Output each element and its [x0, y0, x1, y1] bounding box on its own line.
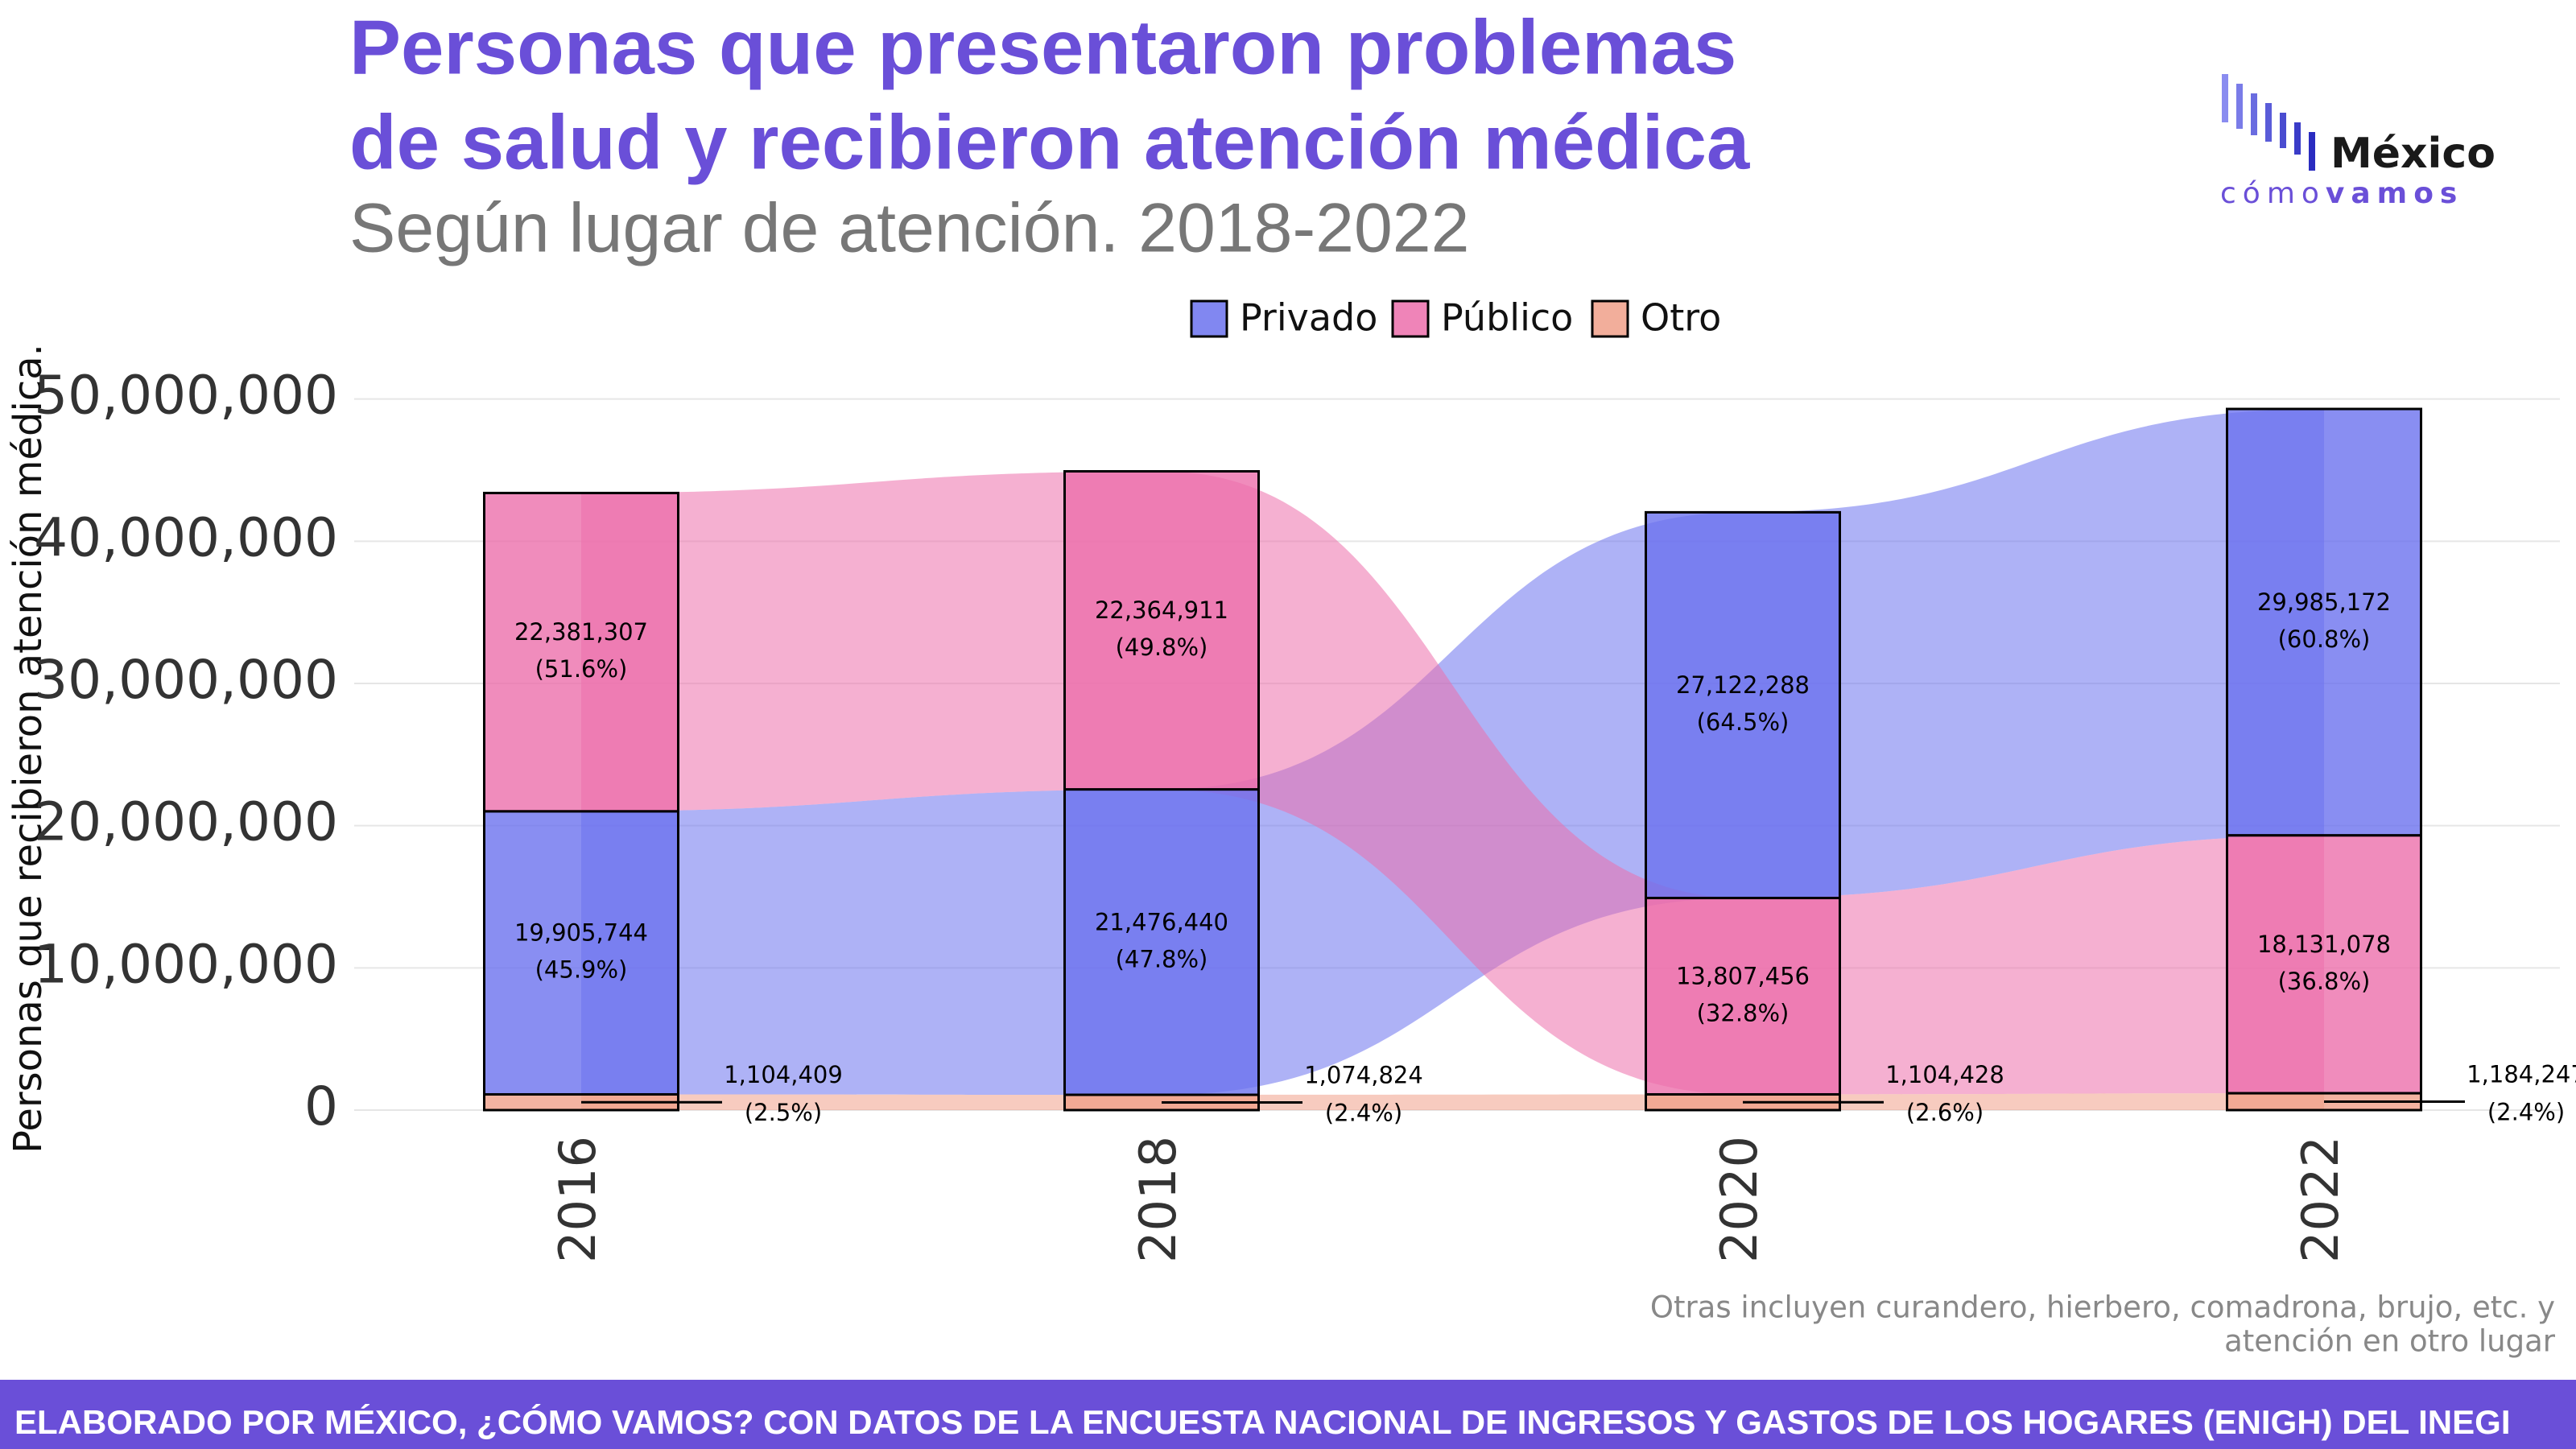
value-label: 1,104,428: [1885, 1061, 2004, 1088]
value-label: 1,074,824: [1304, 1062, 1423, 1089]
logo-stripe: [2294, 122, 2301, 155]
legend-swatch: [1591, 299, 1629, 338]
percent-label: (51.6%): [535, 655, 628, 683]
footer-band: [0, 1380, 2576, 1449]
value-label: 22,364,911: [1095, 597, 1228, 624]
percent-label: (36.8%): [2278, 968, 2371, 995]
y-tick-label: 0: [304, 1075, 338, 1137]
y-axis-label: Personas que recibieron atención médica.: [6, 344, 51, 1154]
flow: [581, 471, 1162, 811]
percent-label: (2.4%): [2487, 1099, 2565, 1126]
value-label: 29,985,172: [2257, 588, 2391, 616]
logo-stripe: [2251, 93, 2257, 135]
percent-label: (60.8%): [2278, 625, 2371, 653]
percent-label: (2.6%): [1906, 1099, 1984, 1126]
legend-label: Otro: [1641, 296, 1721, 340]
percent-label: (2.4%): [1325, 1100, 1402, 1127]
percent-label: (64.5%): [1697, 708, 1790, 736]
bars: 19,905,744 (45.9%) 22,381,307 (51.6%) 1,104,…: [483, 407, 2576, 1263]
logo-tagline-b: vamos: [2326, 177, 2463, 210]
x-tick-label: 2016: [548, 1136, 607, 1263]
value-label: 1,104,409: [724, 1061, 843, 1088]
legend-swatch: [1391, 299, 1430, 338]
y-tick-label: 20,000,000: [34, 791, 338, 853]
value-label: 1,184,247: [2467, 1061, 2576, 1088]
bar: [483, 810, 679, 1096]
flow: [1162, 1094, 1743, 1110]
legend-label: Privado: [1240, 296, 1377, 340]
percent-label: (47.8%): [1116, 945, 1208, 972]
value-label: 13,807,456: [1676, 963, 1810, 990]
bar: [1645, 510, 1841, 900]
legend: Privado Público Otro: [1190, 296, 1721, 340]
bar: [1645, 897, 1841, 1096]
flow: [581, 1094, 1162, 1110]
legend-label: Público: [1441, 296, 1573, 340]
note: atención en otro lugar: [2224, 1324, 2556, 1359]
value-label: 18,131,078: [2257, 931, 2391, 958]
x-tick-label: 2020: [1710, 1136, 1769, 1263]
y-tick-label: 10,000,000: [34, 933, 338, 995]
value-label: 27,122,288: [1676, 671, 1810, 699]
chart-subtitle: Según lugar de atención. 2018-2022: [349, 190, 1469, 267]
x-tick-label: 2018: [1129, 1136, 1187, 1263]
bar: [483, 491, 679, 813]
y-tick-label: 30,000,000: [34, 649, 338, 711]
logo-stripe: [2265, 103, 2272, 142]
logo-stripe: [2236, 84, 2243, 129]
logo-stripe: [2309, 132, 2315, 171]
flows: [581, 409, 2324, 1110]
y-tick-label: 40,000,000: [34, 506, 338, 568]
bar: [1063, 469, 1260, 791]
value-label: 19,905,744: [514, 919, 648, 947]
percent-label: (45.9%): [535, 956, 628, 984]
legend-swatch: [1190, 299, 1228, 338]
logo-tagline-a: cómo: [2220, 177, 2326, 210]
footer: ELABORADO POR MÉXICO, ¿CÓMO VAMOS? CON D…: [14, 1402, 2511, 1441]
x-tick-label: 2022: [2291, 1136, 2350, 1263]
bar: [2226, 407, 2422, 837]
logo-tagline: cómovamos: [2220, 177, 2463, 210]
logo-stripe: [2280, 113, 2286, 148]
flow: [1162, 471, 1743, 1095]
logo-stripe: [2222, 74, 2228, 122]
value-label: 22,381,307: [514, 618, 648, 646]
flow: [1743, 835, 2324, 1095]
logo: México cómovamos: [2220, 74, 2496, 210]
percent-label: (32.8%): [1697, 1000, 1790, 1027]
note: Otras incluyen curandero, hierbero, coma…: [1650, 1290, 2555, 1325]
value-label: 21,476,440: [1095, 908, 1228, 935]
chart-title: Personas que presentaron problemas: [349, 4, 1736, 90]
percent-label: (49.8%): [1116, 634, 1208, 661]
flow: [1743, 1093, 2324, 1110]
percent-label: (2.5%): [745, 1099, 822, 1126]
flow: [1743, 409, 2324, 898]
logo-name: México: [2330, 130, 2496, 178]
bar: [2226, 834, 2422, 1095]
flow: [581, 789, 1162, 1096]
y-tick-label: 50,000,000: [34, 365, 338, 427]
chart-title: de salud y recibieron atención médica: [349, 99, 1750, 185]
bar: [1063, 788, 1260, 1096]
